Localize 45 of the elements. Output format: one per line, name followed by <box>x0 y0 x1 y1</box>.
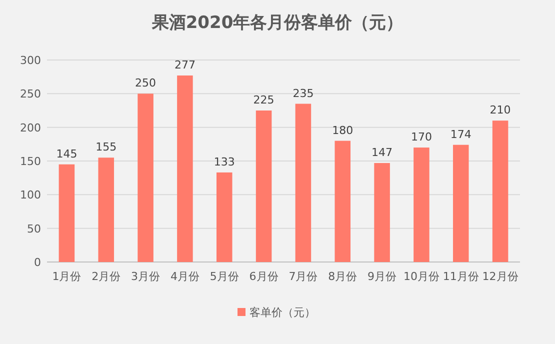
data-label: 133 <box>214 155 235 168</box>
legend-label: 客单价（元） <box>250 306 316 319</box>
bar <box>177 75 193 262</box>
x-tick-label: 6月份 <box>249 270 278 283</box>
x-tick-label: 12月份 <box>482 270 518 283</box>
y-tick-label: 200 <box>20 121 41 134</box>
bar <box>492 120 508 262</box>
x-tick-label: 3月份 <box>131 270 160 283</box>
data-label: 225 <box>253 94 274 106</box>
data-label: 174 <box>450 128 472 141</box>
bar <box>256 110 272 262</box>
y-tick-label: 0 <box>34 256 41 269</box>
y-tick-label: 300 <box>20 54 41 67</box>
data-label: 250 <box>135 76 156 90</box>
data-label: 180 <box>332 124 354 137</box>
data-label: 277 <box>174 58 196 72</box>
x-tick-label: 4月份 <box>170 270 200 283</box>
x-tick-label: 2月份 <box>92 270 121 283</box>
y-tick-label: 100 <box>20 188 41 202</box>
y-tick-label: 150 <box>20 155 41 168</box>
data-label: 155 <box>96 140 117 154</box>
bar <box>216 172 232 262</box>
chart-title: 果酒2020年各月份客单价（元） <box>150 13 404 33</box>
bar <box>414 148 430 262</box>
bar <box>295 104 312 262</box>
bar <box>138 94 154 262</box>
x-tick-label: 8月份 <box>328 270 358 283</box>
data-label: 210 <box>490 104 511 117</box>
x-tick-label: 11月份 <box>442 270 479 283</box>
x-tick-label: 9月份 <box>368 270 397 283</box>
bar <box>452 144 469 262</box>
y-tick-label: 250 <box>20 88 41 101</box>
x-tick-label: 1月份 <box>52 270 82 283</box>
bar <box>374 163 390 262</box>
data-label: 235 <box>292 86 314 100</box>
bar <box>58 164 75 262</box>
x-tick-label: 10月份 <box>403 270 440 283</box>
x-tick-label: 7月份 <box>288 270 318 283</box>
x-tick-label: 5月份 <box>210 270 239 283</box>
y-tick-label: 50 <box>27 222 41 236</box>
data-label: 147 <box>372 146 393 160</box>
bar <box>334 140 351 262</box>
bar <box>98 158 114 262</box>
data-label: 145 <box>56 147 78 160</box>
data-label: 170 <box>410 130 432 144</box>
